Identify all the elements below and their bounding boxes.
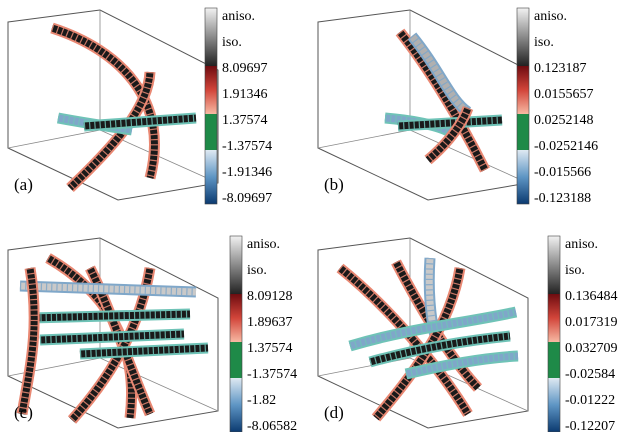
colorbar-tick-label: 0.0252148 bbox=[534, 113, 594, 128]
fiber-tube bbox=[19, 280, 197, 298]
colorbar: aniso. iso. 0.123187 0.0155657 0.0252148 -0.0… bbox=[516, 7, 598, 206]
colorbar: aniso. iso. 0.136484 0.017319 0.032709 -0.025… bbox=[547, 235, 618, 432]
panel-d: (d) aniso. iso. 0.136484 0.017319 0.032709 -0.… bbox=[317, 235, 618, 432]
colorbar-tick-label: 0.136484 bbox=[565, 289, 618, 304]
colorbar-tick-label: -1.37574 bbox=[247, 367, 297, 382]
colorbar-tick-label: -1.82 bbox=[247, 393, 276, 408]
colorbar-tick-label: 1.37574 bbox=[247, 341, 293, 356]
colorbar-tick-label: 8.09128 bbox=[247, 289, 293, 304]
bounding-box-floor-edge bbox=[409, 129, 529, 184]
panel-label: (d) bbox=[324, 403, 344, 422]
fiber-tube bbox=[424, 105, 474, 165]
colorbar-tick-label: aniso. bbox=[222, 9, 255, 24]
bounding-box bbox=[7, 9, 219, 201]
colorbar-tick-label: -0.123188 bbox=[534, 191, 591, 206]
fiber-tube bbox=[79, 342, 209, 360]
colorbar-tick-label: 0.123187 bbox=[534, 61, 587, 76]
fiber-tube bbox=[39, 328, 185, 346]
colorbar-tick-label: 1.89637 bbox=[247, 315, 293, 330]
colorbar-tick-label: aniso. bbox=[247, 237, 280, 252]
fiber-tube bbox=[397, 114, 503, 132]
bounding-box-floor-edge bbox=[99, 357, 219, 412]
colorbar-tick-label: -1.91346 bbox=[222, 165, 272, 180]
panel-label: (b) bbox=[324, 175, 344, 194]
colorbar-tick-label: aniso. bbox=[565, 237, 598, 252]
fiber-tube bbox=[395, 28, 490, 173]
colorbar: aniso. iso. 8.09697 1.91346 1.37574 -1.37574 -… bbox=[204, 7, 272, 206]
colorbar-tick-label: 0.017319 bbox=[565, 315, 618, 330]
colorbar-tick-label: aniso. bbox=[534, 9, 567, 24]
panel-label: (a) bbox=[14, 175, 33, 194]
colorbar-tick-label: -0.02584 bbox=[565, 367, 615, 382]
panel-c: (c) aniso. iso. 8.09128 1.89637 1.37574 -1.375… bbox=[7, 235, 297, 432]
colorbar-tick-label: 0.0155657 bbox=[534, 87, 594, 102]
colorbar-tick-label: iso. bbox=[222, 35, 242, 50]
colorbar-tick-label: -0.0252146 bbox=[534, 139, 598, 154]
colorbar-tick-label: iso. bbox=[565, 263, 585, 278]
colorbar-tick-label: 8.09697 bbox=[222, 61, 268, 76]
colorbar-tick-label: -1.37574 bbox=[222, 139, 272, 154]
fiber-tube bbox=[404, 350, 519, 380]
colorbar-tick-label: iso. bbox=[247, 263, 267, 278]
colorbar-tick-label: -8.09697 bbox=[222, 191, 272, 206]
fiber-tube bbox=[16, 267, 40, 415]
colorbar-tick-label: -0.015566 bbox=[534, 165, 591, 180]
colorbar-tick-label: -0.12207 bbox=[565, 419, 615, 432]
panel-b: (b) aniso. iso. 0.123187 0.0155657 0.0252148 -… bbox=[317, 7, 598, 206]
bounding-box-back-edges bbox=[317, 10, 411, 149]
bounding-box bbox=[317, 9, 529, 201]
colorbar-tick-label: -0.01222 bbox=[565, 393, 615, 408]
fiber-tube bbox=[336, 263, 473, 417]
colorbar-tick-label: iso. bbox=[534, 35, 554, 50]
fiber-tube bbox=[29, 308, 191, 324]
fiber-tube bbox=[368, 330, 511, 368]
colorbar-tick-label: 1.91346 bbox=[222, 87, 268, 102]
panel-label: (c) bbox=[14, 403, 33, 422]
colorbar: aniso. iso. 8.09128 1.89637 1.37574 -1.37574 -… bbox=[229, 235, 297, 432]
colorbar-tick-label: -8.06582 bbox=[247, 419, 297, 432]
fiber-tube bbox=[407, 32, 472, 117]
colorbar-tick-label: 0.032709 bbox=[565, 341, 618, 356]
panel-a: (a) aniso. iso. 8.09697 1.91346 1.37574 -1.375… bbox=[7, 7, 272, 206]
colorbar-tick-label: 1.37574 bbox=[222, 113, 268, 128]
fiber-tube bbox=[348, 306, 518, 352]
fiber-tube bbox=[50, 22, 160, 180]
fiber-tube bbox=[83, 112, 197, 132]
